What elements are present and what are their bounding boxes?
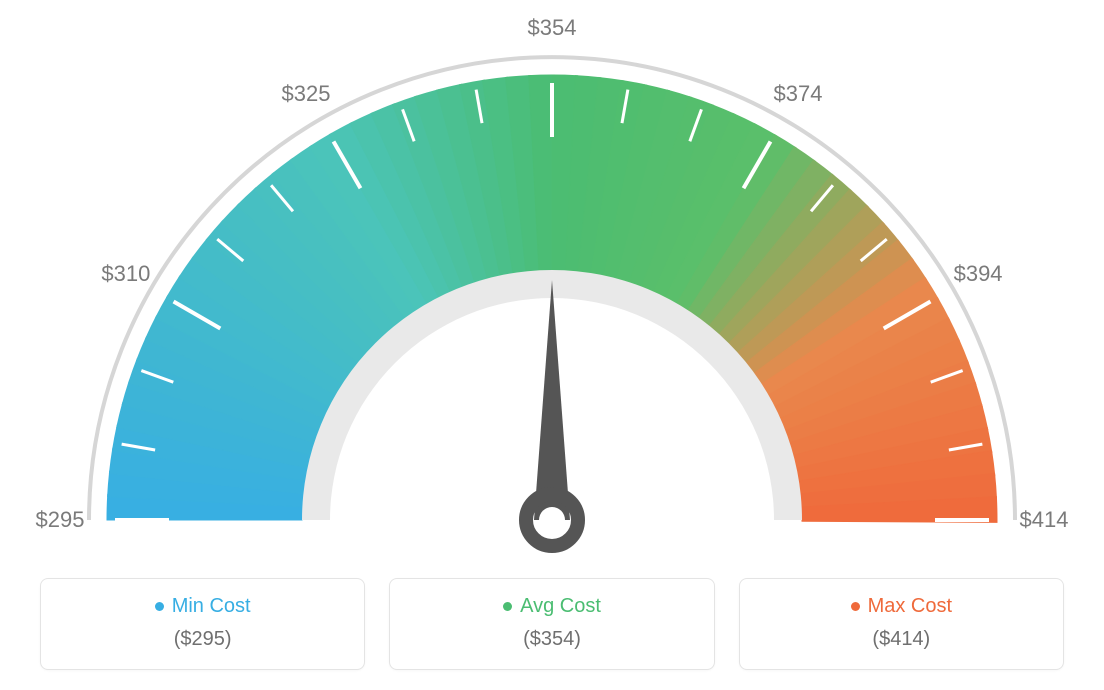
legend-max-label: Max Cost xyxy=(868,595,952,617)
legend-avg-title: Avg Cost xyxy=(400,595,703,618)
gauge-chart: $295 $310 $325 $354 $374 $394 $414 xyxy=(0,0,1104,560)
legend-avg-label: Avg Cost xyxy=(520,595,601,617)
legend-row: Min Cost ($295) Avg Cost ($354) Max Cost… xyxy=(40,578,1064,670)
legend-max-card: Max Cost ($414) xyxy=(739,578,1064,670)
legend-avg-dot-icon xyxy=(503,602,512,611)
legend-min-dot-icon xyxy=(155,602,164,611)
legend-avg-value: ($354) xyxy=(400,628,703,651)
gauge-tick-label: $325 xyxy=(282,81,331,107)
gauge-tick-label: $374 xyxy=(774,81,823,107)
cost-gauge-container: $295 $310 $325 $354 $374 $394 $414 Min Cost ($… xyxy=(0,0,1104,690)
gauge-tick-label: $310 xyxy=(101,261,150,287)
legend-min-label: Min Cost xyxy=(172,595,251,617)
legend-min-value: ($295) xyxy=(51,628,354,651)
legend-max-value: ($414) xyxy=(750,628,1053,651)
gauge-tick-label: $354 xyxy=(528,15,577,41)
legend-min-title: Min Cost xyxy=(51,595,354,618)
legend-min-card: Min Cost ($295) xyxy=(40,578,365,670)
legend-max-dot-icon xyxy=(851,602,860,611)
legend-max-title: Max Cost xyxy=(750,595,1053,618)
gauge-tick-label: $295 xyxy=(36,507,85,533)
legend-avg-card: Avg Cost ($354) xyxy=(389,578,714,670)
gauge-tick-label: $394 xyxy=(954,261,1003,287)
gauge-tick-label: $414 xyxy=(1020,507,1069,533)
